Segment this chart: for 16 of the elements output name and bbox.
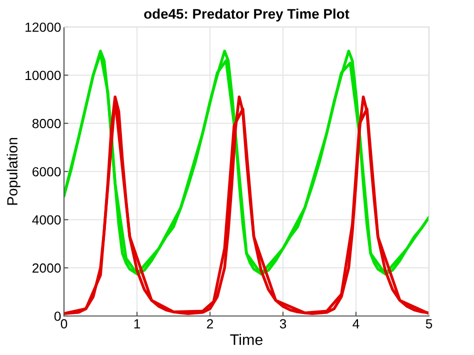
y-tick-label: 4000 bbox=[32, 215, 61, 225]
x-tick-label: 3 bbox=[280, 319, 286, 328]
x-tick-label: 5 bbox=[426, 319, 432, 328]
x-tick-label: 2 bbox=[206, 319, 214, 328]
y-tick-label: 6000 bbox=[32, 167, 61, 176]
x-tick-label: 0 bbox=[60, 319, 68, 328]
y-tick-label: 0 bbox=[54, 312, 61, 321]
y-axis-title: Population bbox=[6, 138, 20, 205]
chart-title: ode45: Predator Prey Time Plot bbox=[144, 8, 350, 22]
x-tick-label: 1 bbox=[134, 319, 140, 328]
y-tick-label: 10000 bbox=[26, 70, 61, 80]
y-tick-label: 8000 bbox=[32, 118, 61, 128]
y-tick-label: 2000 bbox=[32, 263, 61, 273]
x-tick-label: 4 bbox=[352, 319, 360, 328]
x-axis-title: Time bbox=[230, 334, 263, 346]
y-tick-label: 12000 bbox=[26, 22, 61, 32]
